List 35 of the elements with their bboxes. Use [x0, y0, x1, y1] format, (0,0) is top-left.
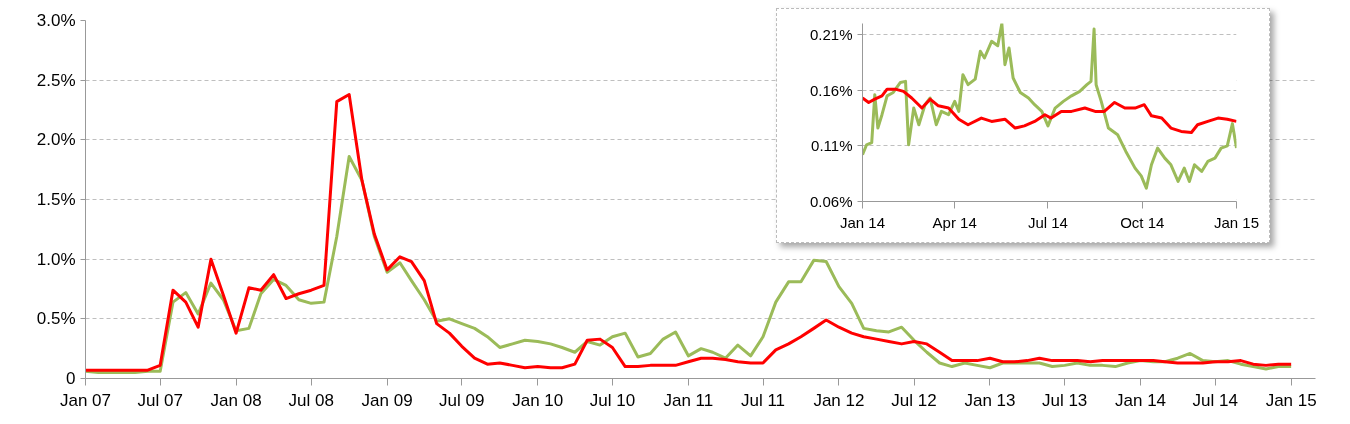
x-tick-label: Jan 08 [210, 390, 262, 410]
y-tick-label: 2.0% [36, 130, 76, 150]
y-tick-label: 0.06% [809, 193, 853, 210]
y-tick-label: 3.0% [36, 11, 76, 30]
x-tick-label: Jul 09 [439, 390, 485, 410]
line-series [862, 87, 1237, 135]
y-tick-label: 0 [66, 369, 76, 388]
y-tick-label: 0.21% [809, 26, 853, 44]
x-tick-label: Jan 10 [512, 390, 564, 410]
x-tick-label: Jan 15 [1265, 390, 1317, 410]
x-tick-label: Jan 07 [59, 390, 112, 410]
x-tick-label: Jul 08 [288, 390, 334, 410]
x-tick-label: Oct 14 [1120, 213, 1165, 231]
x-tick-label: Jan 14 [839, 213, 886, 231]
x-tick-label: Jul 12 [891, 390, 937, 410]
x-tick-label: Jan 15 [1213, 213, 1260, 231]
x-tick-label: Jul 14 [1027, 213, 1068, 231]
x-tick-label: Jul 10 [589, 390, 636, 410]
y-tick-label: 0.11% [811, 137, 853, 155]
x-tick-label: Jan 12 [813, 390, 865, 410]
y-tick-label: 0.5% [36, 309, 76, 329]
line-series [862, 23, 1237, 190]
x-tick-label: Apr 14 [932, 213, 977, 231]
x-tick-label: Jan 14 [1115, 390, 1167, 410]
x-tick-label: Jul 13 [1041, 390, 1088, 410]
x-tick-label: Jan 09 [361, 390, 413, 410]
y-tick-label: 1.0% [36, 249, 76, 269]
x-tick-label: Jan 11 [663, 390, 714, 410]
y-tick-label: 2.5% [36, 70, 76, 90]
x-tick-label: Jul 14 [1192, 390, 1238, 410]
y-tick-label: 1.5% [36, 190, 76, 209]
x-tick-label: Jan 13 [964, 390, 1016, 410]
x-tick-label: Jul 07 [137, 390, 183, 410]
y-tick-label: 0.16% [809, 81, 853, 99]
x-tick-label: Jul 11 [740, 390, 786, 410]
